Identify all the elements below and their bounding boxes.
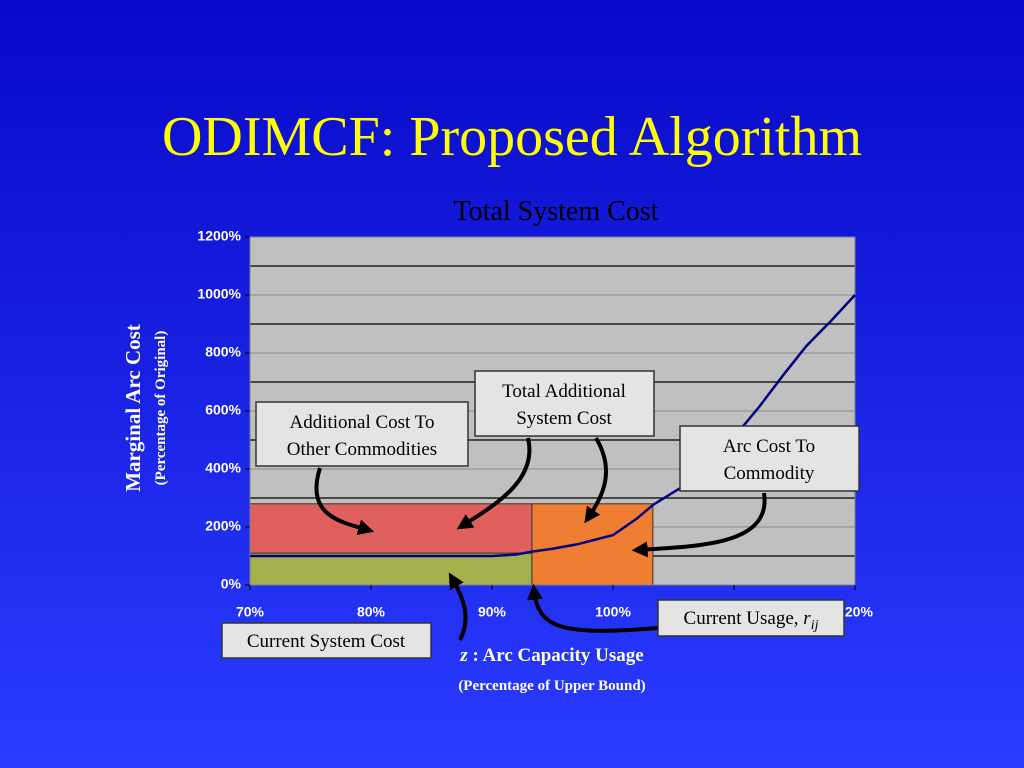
callout-sub: ij (811, 618, 819, 633)
callout-text: Current System Cost (247, 631, 406, 652)
plot-frame (249, 236, 856, 586)
y-tick-label: 1000% (197, 286, 241, 302)
line (250, 294, 856, 558)
region (531, 503, 654, 586)
callout-text: Arc Cost To (723, 436, 815, 457)
y-tick-label: 1200% (197, 228, 241, 244)
callout-box (255, 401, 469, 467)
callout-text: Total Additional (502, 381, 626, 402)
x-tick-label: 120% (837, 604, 873, 620)
y-tick-label: 200% (205, 518, 241, 534)
callout-box (679, 425, 860, 492)
y-tick-label: 600% (205, 402, 241, 418)
x-axis-sublabel: (Percentage of Upper Bound) (458, 678, 645, 694)
callout-text: Current Usage, rij (684, 608, 819, 633)
x-axis-text: : Arc Capacity Usage (468, 645, 644, 666)
callout-text: Commodity (724, 463, 815, 484)
callout-text: Other Commodities (287, 439, 437, 460)
x-axis-label: z : Arc Capacity Usage (459, 645, 643, 666)
x-axis-var: z (459, 645, 468, 666)
arrow (631, 492, 767, 558)
callout-var: r (803, 608, 811, 629)
arrow (456, 437, 532, 530)
callout-box (221, 622, 432, 659)
x-tick-label: 100% (595, 604, 631, 620)
arrow (584, 436, 608, 524)
x-tick-label: 90% (478, 604, 507, 620)
y-axis-sublabel: (Percentage of Original) (153, 331, 169, 486)
y-tick-label: 400% (205, 460, 241, 476)
slide-title: ODIMCF: Proposed Algorithm (162, 106, 862, 168)
y-tick-label: 800% (205, 344, 241, 360)
callout-text-part: Current Usage, (684, 608, 804, 629)
callout-text: Additional Cost To (289, 412, 434, 433)
callout-text: System Cost (516, 408, 612, 429)
arrow (314, 467, 375, 536)
callout-box (474, 370, 655, 437)
y-axis-label: Marginal Arc Cost (121, 324, 145, 492)
callout-box (657, 599, 845, 637)
arrow (527, 583, 659, 633)
chart-title: Total System Cost (454, 196, 659, 227)
region (249, 503, 533, 554)
x-tick-label: 80% (357, 604, 386, 620)
arrow (448, 572, 468, 641)
region (249, 552, 533, 586)
x-tick-label: 70% (236, 604, 265, 620)
y-tick-label: 0% (221, 576, 242, 592)
callouts: Total Additional System Cost Additional … (221, 370, 860, 659)
